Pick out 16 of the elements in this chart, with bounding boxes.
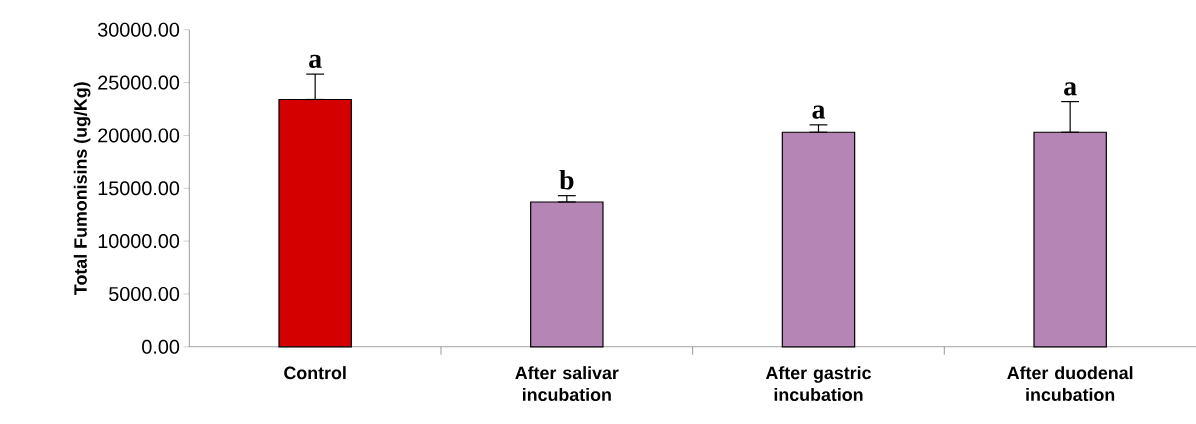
y-tick-label: 0.00 (142, 339, 180, 354)
y-tick-label: 20000.00 (98, 128, 180, 143)
y-tick-label: 30000.00 (97, 22, 180, 37)
x-tick-label: After duodenal incubation (1007, 366, 1133, 401)
annotation: b (559, 169, 574, 190)
y-tick-label: 15000.00 (98, 181, 180, 196)
annotation: a (309, 54, 322, 68)
x-tick-label: After gastric incubation (765, 366, 871, 401)
x-tick-label: After salivar incubation (515, 366, 619, 401)
y-tick-label: 5000.00 (109, 286, 180, 301)
y-axis-title: Total Fumonisins (ug/Kg) (73, 82, 91, 295)
annotation: a (812, 105, 826, 119)
y-tick-label: 10000.00 (98, 234, 180, 249)
y-tick-label: 25000.00 (98, 75, 180, 90)
annotation: a (1064, 82, 1077, 96)
x-tick-label: Control (284, 366, 346, 380)
